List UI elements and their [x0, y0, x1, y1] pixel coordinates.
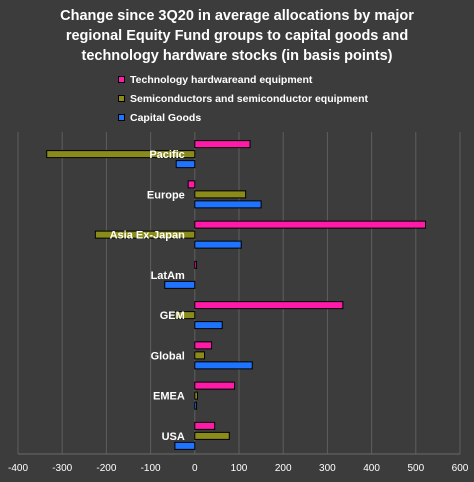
bar-semiconductors-and-semiconductor-equipment: [194, 391, 198, 400]
bar-semiconductors-and-semiconductor-equipment: [194, 431, 230, 440]
bar-technology-hardwareand-equipment: [194, 301, 344, 310]
legend-item-tech: Technology hardwareand equipment: [118, 70, 368, 89]
x-tick-label: 200: [275, 463, 292, 474]
bar-technology-hardwareand-equipment: [194, 220, 427, 229]
bar-semiconductors-and-semiconductor-equipment: [94, 230, 196, 239]
x-tick-label: -100: [141, 463, 161, 474]
chart-title-line-3: technology hardware stocks (in basis poi…: [81, 48, 393, 64]
category-label: EMEA: [153, 391, 185, 403]
legend-label-semis: Semiconductors and semiconductor equipme…: [130, 92, 369, 105]
bar-technology-hardwareand-equipment: [194, 341, 213, 350]
bar-semiconductors-and-semiconductor-equipment: [174, 311, 196, 320]
legend-item-semis: Semiconductors and semiconductor equipme…: [118, 89, 368, 108]
legend: Technology hardwareand equipment Semicon…: [118, 70, 368, 127]
category-label: Pacific: [149, 149, 184, 161]
chart-title-line-1: Change since 3Q20 in average allocations…: [60, 8, 414, 24]
legend-label-tech: Technology hardwareand equipment: [130, 73, 313, 86]
bar-capital-goods: [194, 200, 262, 209]
bar-technology-hardwareand-equipment: [194, 260, 198, 269]
bar-capital-goods: [175, 160, 196, 169]
legend-label-capgoods: Capital Goods: [130, 111, 202, 124]
chart-title-line-2: regional Equity Fund groups to capital g…: [65, 28, 409, 44]
category-label: Europe: [147, 189, 185, 201]
bar-capital-goods: [174, 441, 196, 450]
bar-capital-goods: [194, 321, 223, 330]
x-tick-label: 0: [192, 463, 198, 474]
bar-capital-goods: [194, 240, 242, 249]
category-label: USA: [162, 431, 185, 443]
legend-swatch-semis: [118, 95, 125, 102]
bar-technology-hardwareand-equipment: [194, 381, 236, 390]
bar-technology-hardwareand-equipment: [194, 421, 216, 430]
chart-title: Change since 3Q20 in average allocations…: [0, 6, 474, 66]
x-tick-label: -200: [96, 463, 116, 474]
bar-semiconductors-and-semiconductor-equipment: [194, 351, 206, 360]
bar-semiconductors-and-semiconductor-equipment: [194, 190, 247, 199]
category-label: LatAm: [151, 270, 185, 282]
x-tick-label: -300: [52, 463, 72, 474]
bar-technology-hardwareand-equipment: [187, 180, 196, 189]
x-tick-label: 600: [452, 463, 469, 474]
category-label: Asia Ex-Japan: [110, 230, 185, 242]
category-label: Global: [151, 350, 185, 362]
bar-capital-goods: [164, 280, 196, 289]
x-tick-label: -400: [8, 463, 28, 474]
legend-swatch-capgoods: [118, 114, 125, 121]
bar-semiconductors-and-semiconductor-equipment: [46, 150, 196, 159]
x-tick-label: 500: [407, 463, 424, 474]
legend-swatch-tech: [118, 76, 125, 83]
bar-capital-goods: [194, 361, 253, 370]
x-tick-label: 100: [231, 463, 248, 474]
x-tick-label: 400: [363, 463, 380, 474]
bar-capital-goods: [194, 401, 198, 410]
category-label: GEM: [160, 310, 185, 322]
bar-technology-hardwareand-equipment: [194, 140, 251, 149]
legend-item-capgoods: Capital Goods: [118, 108, 368, 127]
x-tick-label: 300: [319, 463, 336, 474]
